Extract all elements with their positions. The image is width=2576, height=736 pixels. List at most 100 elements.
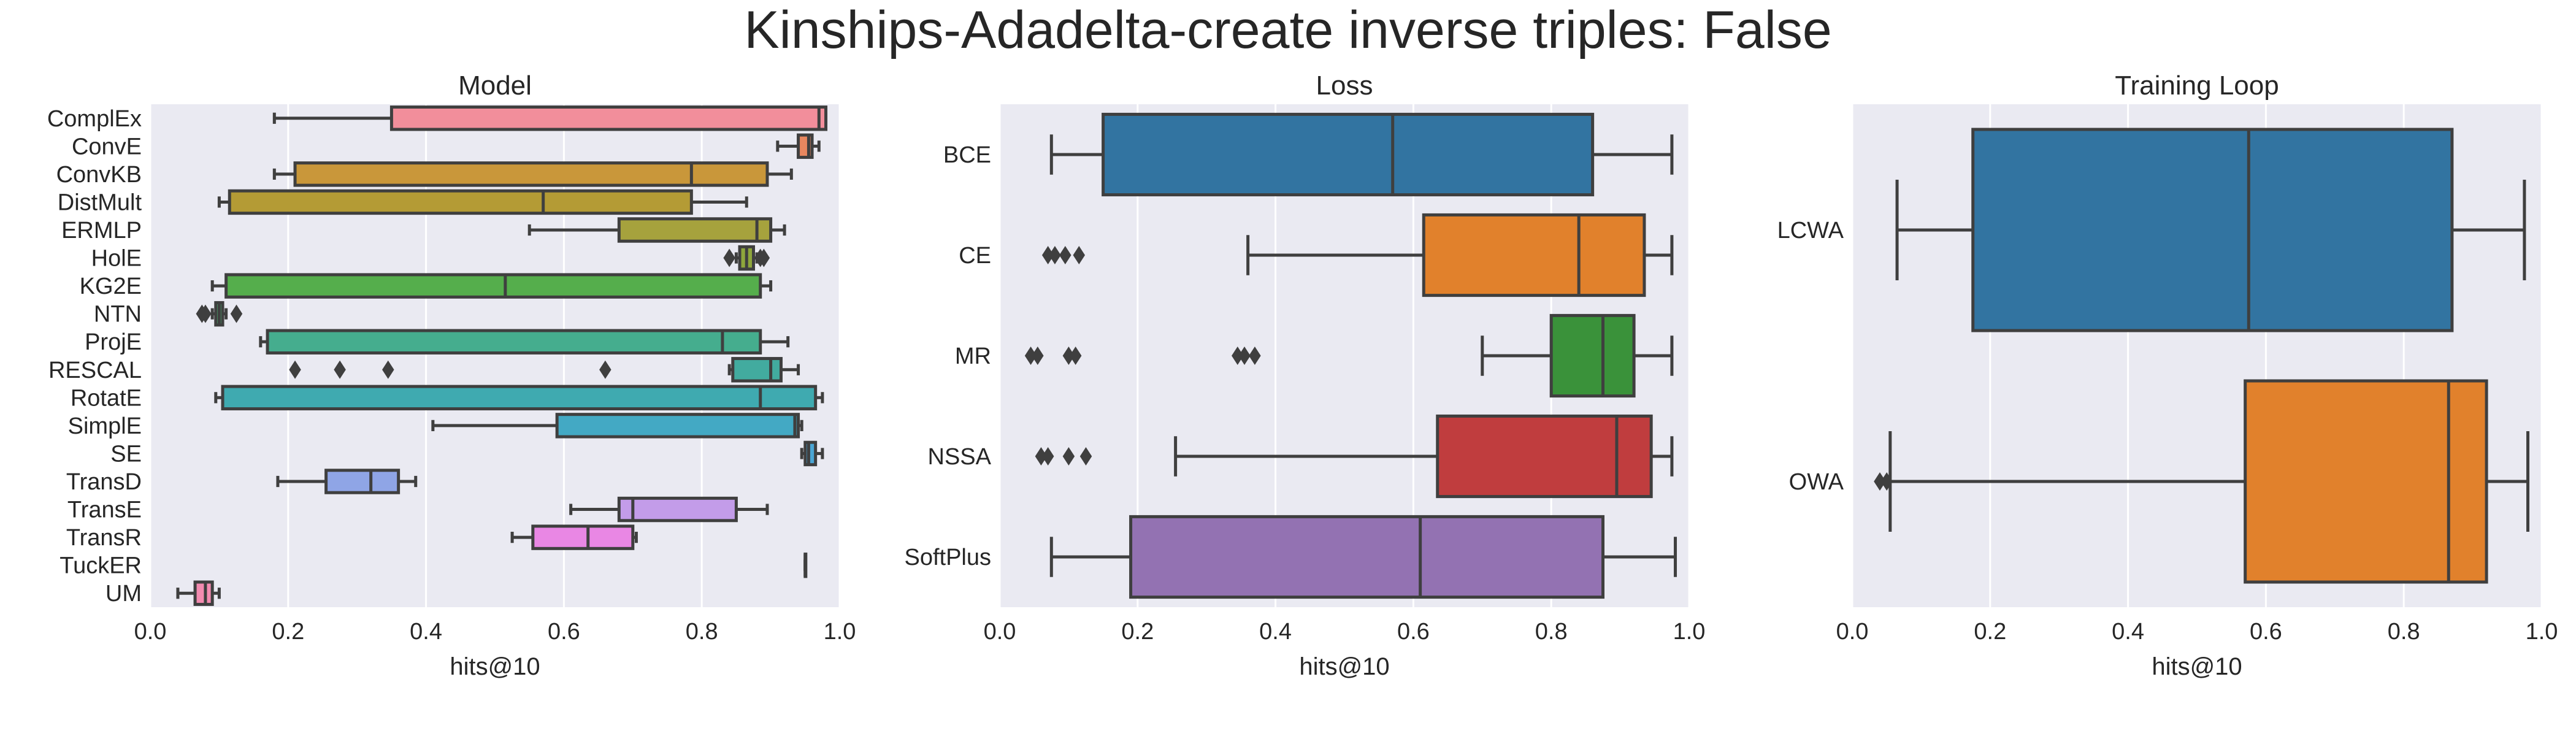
x-tick-label: 0.0 — [134, 619, 167, 645]
box-body — [389, 105, 828, 131]
box-body — [2244, 379, 2488, 584]
box-lcwa: LCWA — [1777, 128, 2526, 332]
plot-background — [150, 104, 840, 607]
outlier-marker — [1041, 246, 1054, 264]
box-hole: HolE — [91, 245, 770, 272]
x-tick-label: 0.8 — [686, 619, 718, 645]
panel-2: 0.0 0.2 0.4 0.6 0.8 1.0 Training Loop hits@10 LC… — [1777, 71, 2558, 680]
y-tick-label: SimplE — [68, 413, 142, 439]
x-axis-label: hits@10 — [1299, 653, 1389, 680]
box-nssa: NSSA — [928, 414, 1674, 499]
y-tick-label: ConvE — [72, 134, 142, 159]
y-tick-label: ComplEx — [47, 106, 142, 132]
y-tick-label: OWA — [1789, 469, 1844, 495]
y-tick-label: TuckER — [59, 553, 142, 579]
outlier-marker — [1238, 347, 1251, 365]
outlier-marker — [1024, 347, 1037, 365]
box-body — [1436, 414, 1653, 499]
y-tick-label: HolE — [91, 246, 142, 272]
outlier-marker — [1880, 472, 1893, 491]
x-tick-label: 0.6 — [1397, 619, 1430, 645]
box-body — [617, 496, 738, 523]
box-body — [531, 524, 635, 550]
y-tick-label: TransD — [66, 469, 142, 495]
x-axis-label: hits@10 — [450, 653, 540, 680]
box-softplus: SoftPlus — [904, 515, 1677, 599]
x-tick-label: 0.4 — [1259, 619, 1292, 645]
box-mr: MR — [955, 313, 1674, 398]
box-body — [228, 189, 693, 215]
box-body — [1102, 112, 1595, 197]
x-tick-label: 0.4 — [410, 619, 442, 645]
x-tick-label: 0.2 — [1974, 619, 2006, 645]
subplot-title: Model — [458, 71, 532, 101]
box-um: UM — [105, 580, 221, 607]
subplot-title: Training Loop — [2115, 71, 2279, 101]
box-owa: OWA — [1789, 379, 2530, 584]
box-proje: ProjE — [85, 329, 790, 355]
x-tick-label: 1.0 — [2526, 619, 2558, 645]
subplots: 0.0 0.2 0.4 0.6 0.8 1.0Modelhits@10ComplExCon… — [47, 71, 2558, 680]
y-tick-label: UM — [105, 581, 142, 607]
y-tick-label: KG2E — [80, 274, 142, 299]
outlier-marker — [1041, 447, 1054, 466]
box-transe: TransE — [67, 496, 769, 523]
x-tick-label: 0.0 — [1836, 619, 1869, 645]
figure-title: Kinships-Adadelta-create inverse triples… — [744, 1, 1831, 59]
x-tick-label: 0.6 — [2250, 619, 2282, 645]
box-body — [731, 357, 783, 383]
y-tick-label: SoftPlus — [904, 545, 991, 570]
box-se: SE — [110, 440, 824, 467]
box-transd: TransD — [66, 469, 418, 495]
box-body — [1129, 515, 1605, 599]
box-simple: SimplE — [68, 413, 803, 439]
x-tick-label: 0.2 — [272, 619, 304, 645]
outlier-marker — [382, 360, 394, 379]
x-tick-label: 0.8 — [2388, 619, 2420, 645]
outlier-marker — [1874, 472, 1886, 491]
y-tick-label: NSSA — [928, 444, 992, 470]
box-convkb: ConvKB — [56, 161, 793, 188]
y-tick-label: MR — [955, 343, 991, 369]
x-tick-label: 0.0 — [984, 619, 1016, 645]
outlier-marker — [1249, 347, 1261, 365]
box-ermlp: ERMLP — [61, 217, 786, 243]
x-tick-label: 0.6 — [548, 619, 580, 645]
box-body — [293, 161, 769, 187]
outlier-marker — [289, 360, 301, 379]
x-tick-label: 1.0 — [824, 619, 856, 645]
x-tick-label: 0.2 — [1121, 619, 1154, 645]
y-tick-label: BCE — [943, 142, 991, 168]
box-distmult: DistMult — [58, 189, 748, 215]
outlier-marker — [230, 304, 243, 323]
box-tucker: TuckER — [59, 552, 808, 579]
box-body — [555, 413, 800, 439]
outlier-marker — [1032, 347, 1044, 365]
box-body — [1971, 128, 2454, 332]
outlier-marker — [599, 360, 611, 379]
box-ce: CE — [959, 213, 1674, 297]
subplot-title: Loss — [1316, 71, 1373, 101]
outlier-marker — [1069, 347, 1082, 365]
box-bce: BCE — [943, 112, 1674, 197]
y-tick-label: ERMLP — [61, 218, 142, 243]
box-rotate: RotatE — [71, 385, 824, 411]
outlier-marker — [1059, 246, 1071, 264]
outlier-marker — [199, 304, 212, 323]
panel-1: 0.0 0.2 0.4 0.6 0.8 1.0 Loss hits@10 BCE CE MR NSSA… — [904, 71, 1705, 680]
y-tick-label: ConvKB — [56, 162, 142, 188]
x-tick-label: 0.8 — [1535, 619, 1568, 645]
y-tick-label: SE — [110, 441, 142, 467]
outlier-marker — [757, 248, 770, 267]
x-axis-label: hits@10 — [2152, 653, 2242, 680]
outlier-marker — [1049, 246, 1061, 264]
box-body — [324, 469, 401, 494]
box-kg2e: KG2E — [80, 273, 773, 299]
outlier-marker — [334, 360, 346, 379]
outlier-marker — [1062, 347, 1075, 365]
y-tick-label: NTN — [94, 302, 142, 328]
box-body — [221, 385, 818, 411]
panel-0: 0.0 0.2 0.4 0.6 0.8 1.0Modelhits@10ComplExCon… — [47, 71, 856, 680]
outlier-marker — [1035, 447, 1048, 466]
